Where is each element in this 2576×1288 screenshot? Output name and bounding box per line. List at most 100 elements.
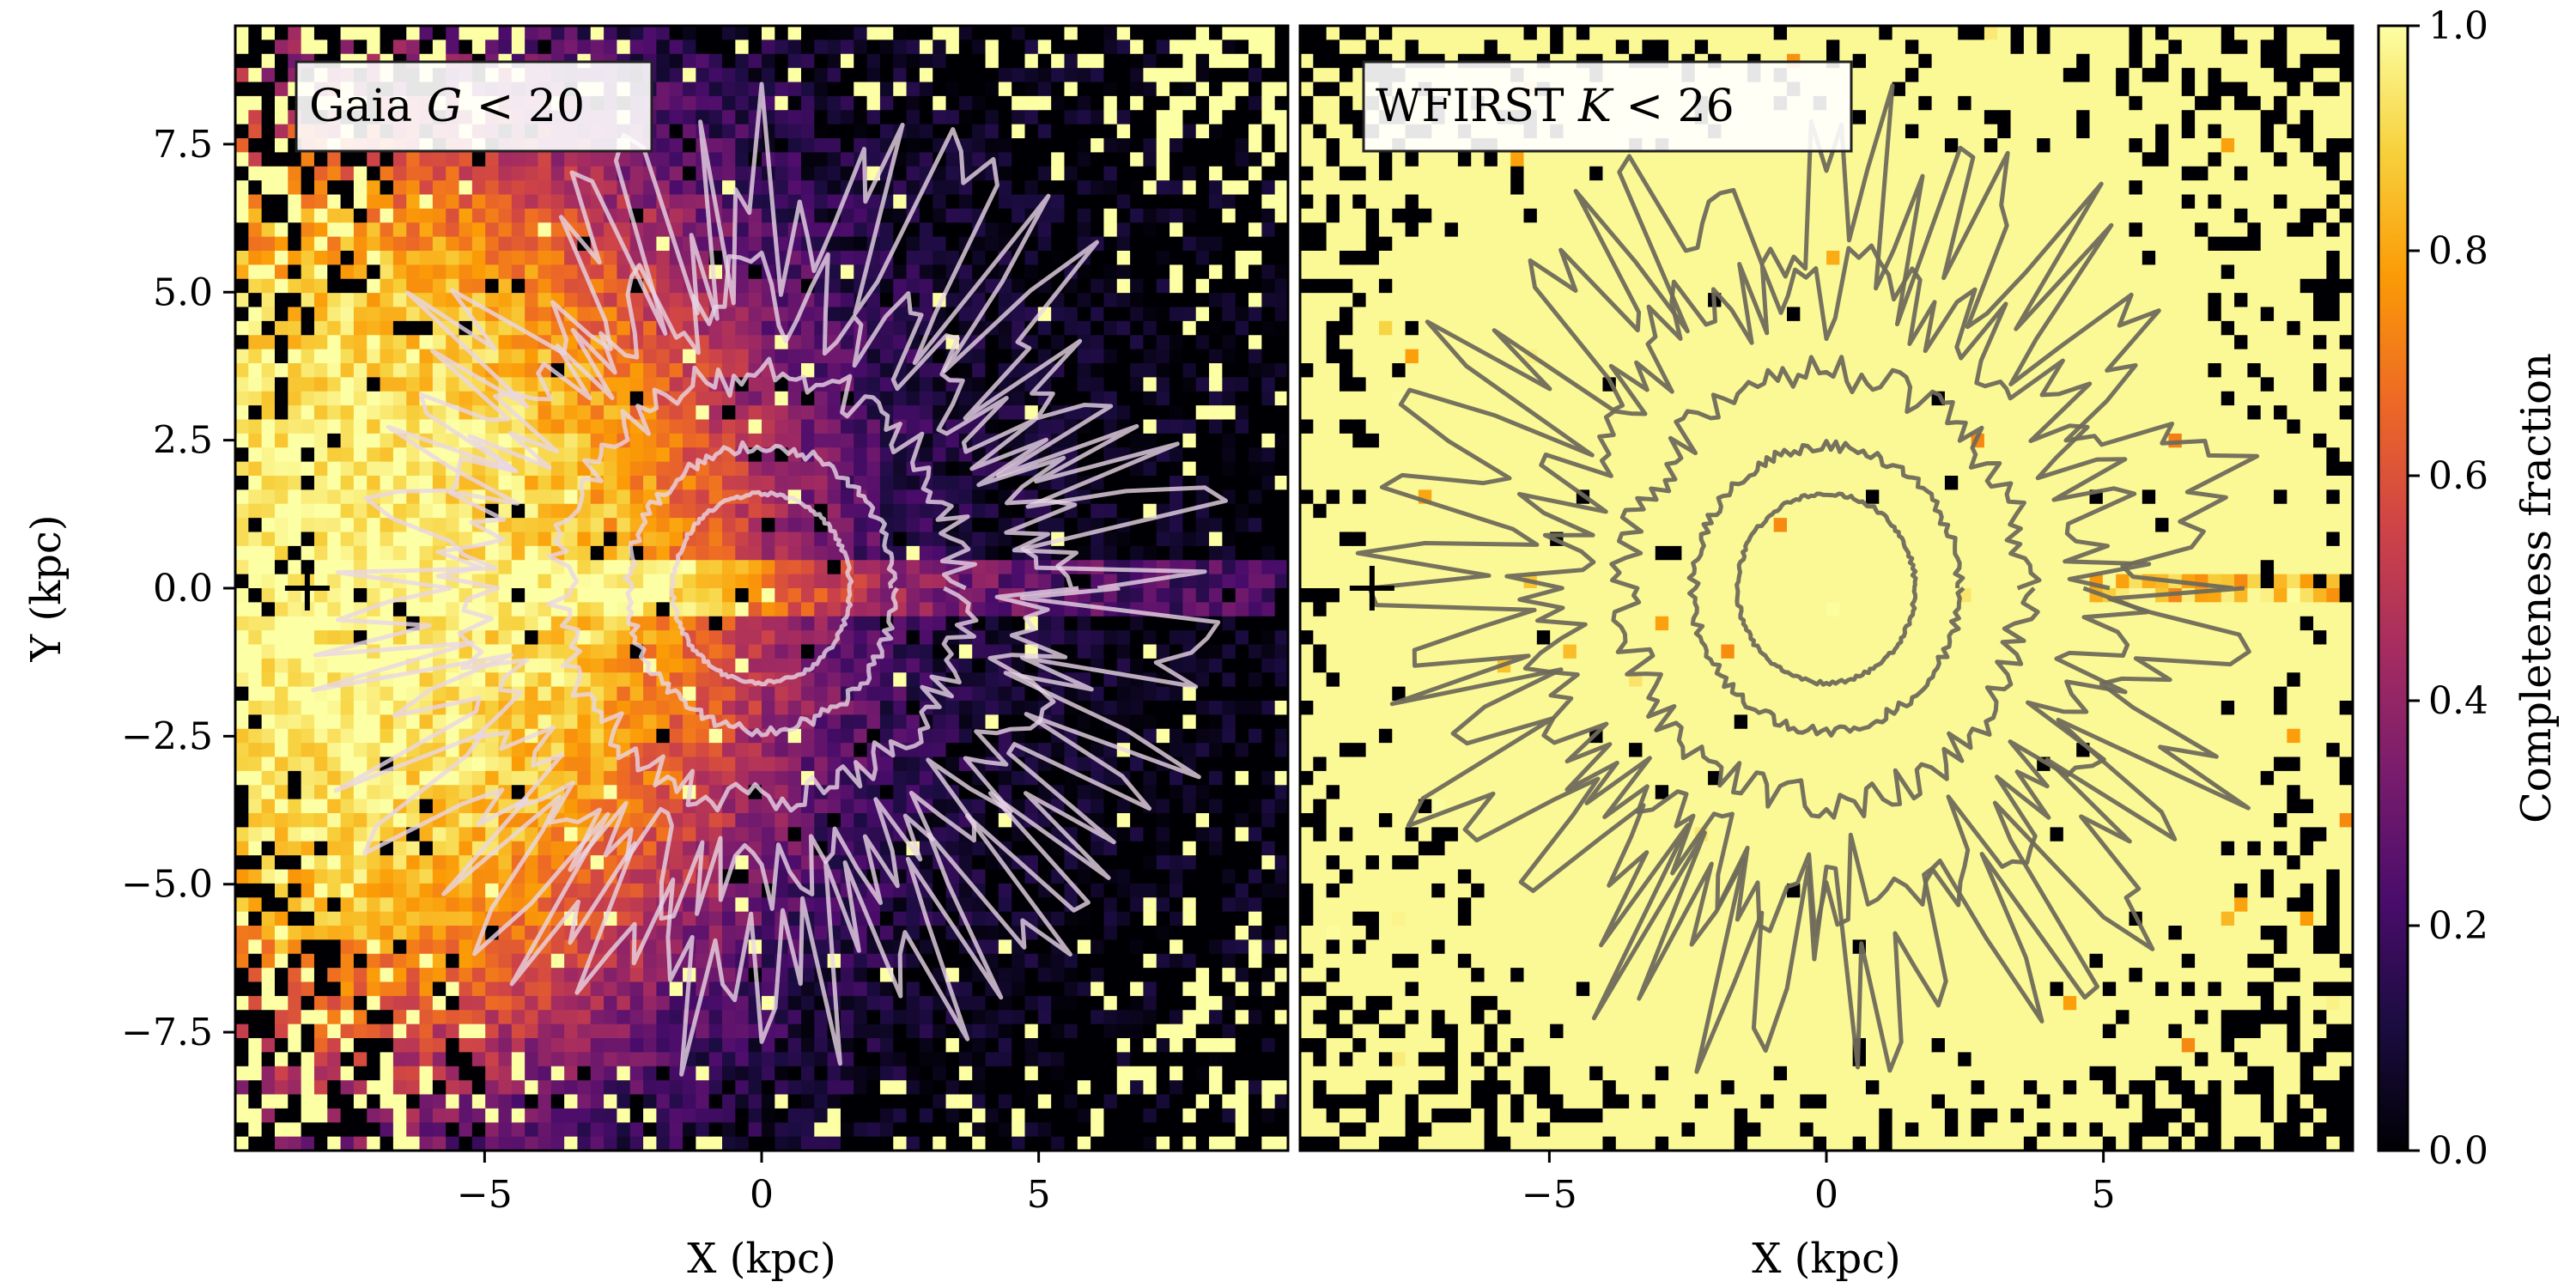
heatmap-cell (893, 251, 908, 265)
heatmap-cell (985, 813, 999, 828)
heatmap-cell (392, 194, 407, 210)
heatmap-cell (787, 363, 802, 378)
heatmap-cell (735, 124, 750, 139)
heatmap-cell (459, 770, 473, 786)
heatmap-cell (406, 799, 421, 814)
heatmap-cell (432, 264, 447, 280)
heatmap-cell (235, 728, 249, 744)
heatmap-cell (629, 489, 644, 505)
heatmap-cell (629, 728, 644, 744)
heatmap-cell (683, 82, 696, 97)
heatmap-cell (708, 39, 723, 55)
heatmap-cell (893, 1108, 908, 1123)
heatmap-cell (511, 476, 526, 490)
heatmap-cell (340, 208, 355, 223)
heatmap-cell (261, 953, 276, 969)
heatmap-cell (827, 264, 841, 280)
heatmap-cell (564, 743, 579, 758)
heatmap-cell (564, 391, 579, 406)
heatmap-cell (511, 363, 526, 378)
heatmap-cell (550, 1136, 565, 1151)
heatmap-cell (235, 714, 249, 730)
heatmap-cell (985, 208, 999, 223)
heatmap-cell (274, 476, 289, 490)
heatmap-cell (800, 686, 815, 702)
heatmap-cell (274, 278, 289, 294)
heatmap-cell (1051, 180, 1066, 196)
heatmap-cell (380, 307, 394, 322)
heatmap-cell (762, 53, 775, 69)
heatmap-cell (708, 602, 723, 617)
heatmap-cell (893, 1094, 908, 1109)
heatmap-cell (577, 644, 592, 659)
heatmap-cell (327, 1038, 342, 1053)
heatmap-cell (432, 602, 447, 617)
heatmap-cell (722, 152, 736, 167)
heatmap-cell (392, 377, 407, 392)
heatmap-cell (538, 293, 552, 308)
heatmap-cell (248, 630, 263, 646)
heatmap-cell (879, 658, 894, 673)
heatmap-cell (525, 1094, 539, 1109)
heatmap-cell (906, 166, 920, 181)
heatmap-cell (827, 236, 841, 252)
heatmap-cell (327, 1094, 342, 1109)
heatmap-cell (564, 1052, 579, 1067)
heatmap-cell (446, 377, 460, 392)
heatmap-cell (288, 869, 302, 884)
heatmap-cell (656, 349, 671, 364)
heatmap-cell (261, 869, 276, 884)
heatmap-cell (406, 602, 421, 617)
heatmap-cell (1037, 953, 1052, 969)
heatmap-cell (643, 602, 657, 617)
heatmap-cell (471, 869, 486, 884)
heatmap-cell (814, 405, 829, 421)
heatmap-cell (419, 166, 434, 181)
heatmap-cell (261, 476, 276, 490)
heatmap-cell (617, 1024, 631, 1039)
heatmap-cell (313, 307, 328, 322)
heatmap-cell (762, 518, 775, 533)
heatmap-cell (919, 82, 933, 97)
heatmap-cell (604, 1108, 618, 1123)
heatmap-cell (550, 39, 565, 55)
heatmap-cell (367, 1094, 381, 1109)
heatmap-cell (906, 602, 920, 617)
heatmap-cell (972, 26, 987, 40)
heatmap-cell (840, 26, 854, 40)
heatmap-cell (511, 1136, 526, 1151)
heatmap-cell (301, 785, 315, 800)
heatmap-cell (432, 939, 447, 955)
heatmap-cell (958, 208, 973, 223)
heatmap-cell (367, 264, 381, 280)
heatmap-cell (683, 1108, 696, 1123)
heatmap-cell (301, 770, 315, 786)
heatmap-cell (800, 756, 815, 772)
heatmap-cell (511, 1052, 526, 1067)
heatmap-cell (800, 110, 815, 125)
heatmap-cell (340, 1080, 355, 1096)
heatmap-cell (288, 630, 302, 646)
heatmap-cell (1037, 995, 1052, 1011)
heatmap-cell (288, 489, 302, 505)
heatmap-cell (919, 39, 933, 55)
heatmap-cell (748, 756, 762, 772)
heatmap-cell (998, 770, 1012, 786)
heatmap-cell (643, 222, 657, 238)
heatmap-cell (814, 1094, 829, 1109)
heatmap-cell (787, 644, 802, 659)
heatmap-cell (577, 616, 592, 631)
heatmap-cell (1051, 26, 1066, 40)
heatmap-cell (827, 1108, 841, 1123)
heatmap-cell (274, 53, 289, 69)
heatmap-cell (419, 1038, 434, 1053)
heatmap-cell (722, 728, 736, 744)
heatmap-cell (367, 278, 381, 294)
heatmap-cell (550, 405, 565, 421)
heatmap-cell (696, 391, 710, 406)
heatmap-cell (800, 307, 815, 322)
heatmap-cell (629, 26, 644, 40)
heatmap-cell (313, 545, 328, 561)
heatmap-cell (735, 138, 750, 153)
heatmap-cell (380, 995, 394, 1011)
